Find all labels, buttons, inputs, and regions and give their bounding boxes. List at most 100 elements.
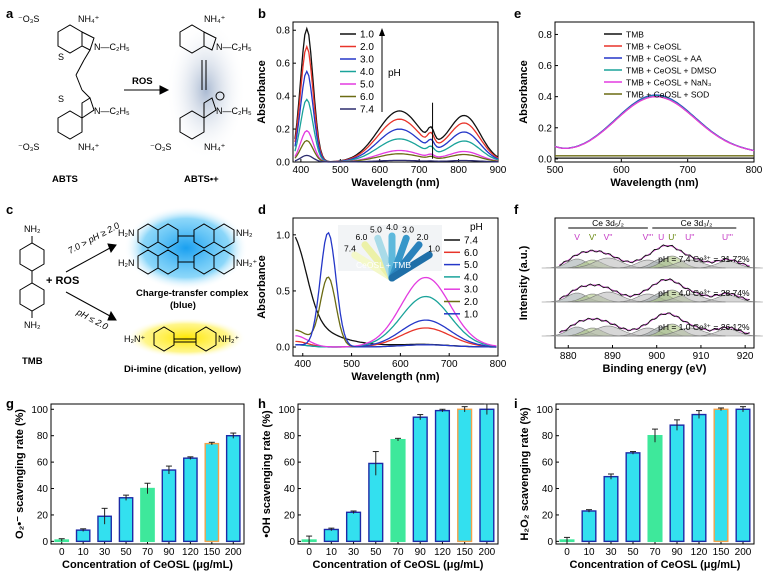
panel-label-e: e [514, 6, 521, 21]
bar-90 [161, 469, 177, 543]
charge-transfer-complex-structure [137, 223, 235, 275]
x-tick-label: 700 [411, 165, 428, 176]
y-tick-label: 100 [278, 405, 295, 416]
x-tick-label: 200 [225, 547, 242, 558]
region-label: Ce 3d₅/₂ [592, 218, 624, 228]
vial-ph-label: 3.0 [402, 225, 414, 235]
series-line [554, 94, 755, 152]
legend-label: 2.0 [464, 297, 478, 308]
x-tick-label: 90 [671, 547, 683, 558]
y-tick-label: 20 [542, 510, 554, 521]
x-tick-label: 600 [392, 359, 409, 370]
y-tick-label: 0 [289, 537, 295, 548]
ammonium-label: NH₄⁺ [204, 14, 226, 24]
legend-label: TMB + CeOSL [626, 41, 682, 51]
bar-200 [735, 408, 751, 543]
x-tick-label: 30 [348, 547, 360, 558]
bar-50 [625, 452, 641, 543]
panel-label-h: h [258, 396, 266, 411]
amine-label: NH₂ [24, 224, 41, 234]
x-tick-label: 70 [649, 547, 661, 558]
panel-f-chart: 880 890 900 910 920 Binding energy (eV) Intens… [518, 217, 763, 375]
tmb-structure [19, 236, 45, 318]
x-tick-label: 120 [182, 547, 199, 558]
x-tick-label: 600 [613, 165, 630, 176]
y-tick-label: 0.8 [276, 26, 290, 37]
panel-b-plot-frame [292, 21, 499, 163]
x-tick-label: 800 [746, 165, 763, 176]
series-line-ph-7.4 [294, 154, 498, 163]
vial-ph-label: 4.0 [386, 222, 398, 232]
bar-150 [713, 408, 729, 543]
legend-title: pH [388, 68, 401, 79]
ctc-label: Charge-transfer complex [136, 288, 249, 299]
bar-30 [603, 475, 619, 543]
fit-component [692, 294, 763, 303]
y-tick-label: 40 [37, 484, 49, 495]
panel-h-chart: 0 10 30 50 70 90 120 150 200 0 20 40 60 80 100 Concentr… [261, 403, 499, 571]
x-axis-title: Wavelength (nm) [610, 177, 699, 189]
fit-component [692, 328, 763, 337]
y-tick-label: 0.6 [276, 59, 290, 70]
y-tick-label: 60 [542, 458, 554, 469]
x-tick-label: 900 [490, 165, 507, 176]
x-tick-label: 400 [294, 359, 311, 370]
ros-label: + ROS [46, 275, 79, 287]
x-tick-label: 30 [99, 547, 111, 558]
series-line [554, 95, 755, 152]
x-tick-label: 600 [371, 165, 388, 176]
x-tick-label: 400 [293, 165, 310, 176]
amine-label: NH₂ [236, 228, 253, 238]
peak-label: V' [589, 232, 597, 242]
x-tick-label: 50 [627, 547, 639, 558]
x-tick-label: 700 [679, 165, 696, 176]
ethyl-label: N—C₂H₅ [94, 106, 130, 116]
abts-radical-structure [179, 24, 225, 140]
legend-label: 5.0 [464, 260, 478, 271]
x-tick-label: 90 [415, 547, 427, 558]
y-axis-title: H₂O₂ scavenging rate (%) [519, 407, 531, 541]
amine-label: H₂N [118, 258, 135, 268]
x-tick-label: 200 [735, 547, 752, 558]
panel-d-plot-frame [292, 217, 499, 357]
x-tick-label: 500 [343, 359, 360, 370]
peak-label: U'' [685, 232, 695, 242]
sulfonate-label: ⁻O₃S [150, 142, 171, 152]
bar-30 [345, 511, 362, 543]
x-tick-label: 50 [370, 547, 382, 558]
peak-label: V [574, 232, 580, 242]
legend-label: 4.0 [464, 272, 478, 283]
series-line-ph-4.0 [294, 98, 499, 163]
series-line-ph-1.0 [295, 231, 497, 348]
panel-d-chart: 400 500 600 700 800 0.0 0.5 1.0 Wavelength (nm) A… [256, 217, 507, 383]
x-tick-label: 500 [547, 165, 564, 176]
bar-10 [75, 529, 91, 543]
bar-120 [183, 457, 198, 543]
reaction-arrow-down [65, 291, 111, 317]
sulfur-label: S [58, 94, 64, 104]
ammonium-label: NH₄⁺ [78, 142, 100, 152]
abts-radical-label: ABTS•+ [184, 174, 219, 185]
x-tick-label: 70 [142, 547, 154, 558]
legend-label: 1.0 [360, 30, 374, 41]
y-axis-title: Absorbance [518, 60, 530, 124]
y-tick-label: 0.0 [538, 154, 552, 165]
x-tick-label: 800 [490, 359, 507, 370]
legend-label: 6.0 [360, 92, 374, 103]
inset-caption: CeOSL + TMB [356, 260, 411, 270]
measured-spectrum [559, 278, 750, 301]
bar-120 [691, 413, 707, 543]
y-tick-label: 20 [37, 510, 49, 521]
bar-200 [479, 408, 495, 543]
panel-label-d: d [258, 202, 266, 217]
region-label: Ce 3d₃/₂ [681, 218, 713, 228]
panel-label-i: i [514, 396, 518, 411]
y-tick-label: 0 [42, 537, 48, 548]
x-tick-label: 120 [434, 547, 451, 558]
panel-c-schematic: NH₂ NH₂ TMB + ROS 7.0 > pH ≥ 2.0 pH ≤ 2.… [19, 206, 257, 375]
ammonium-label: NH₄⁺ [204, 142, 226, 152]
bar-200 [225, 434, 241, 543]
legend-label: 1.0 [464, 309, 478, 320]
bar-70 [140, 487, 155, 543]
